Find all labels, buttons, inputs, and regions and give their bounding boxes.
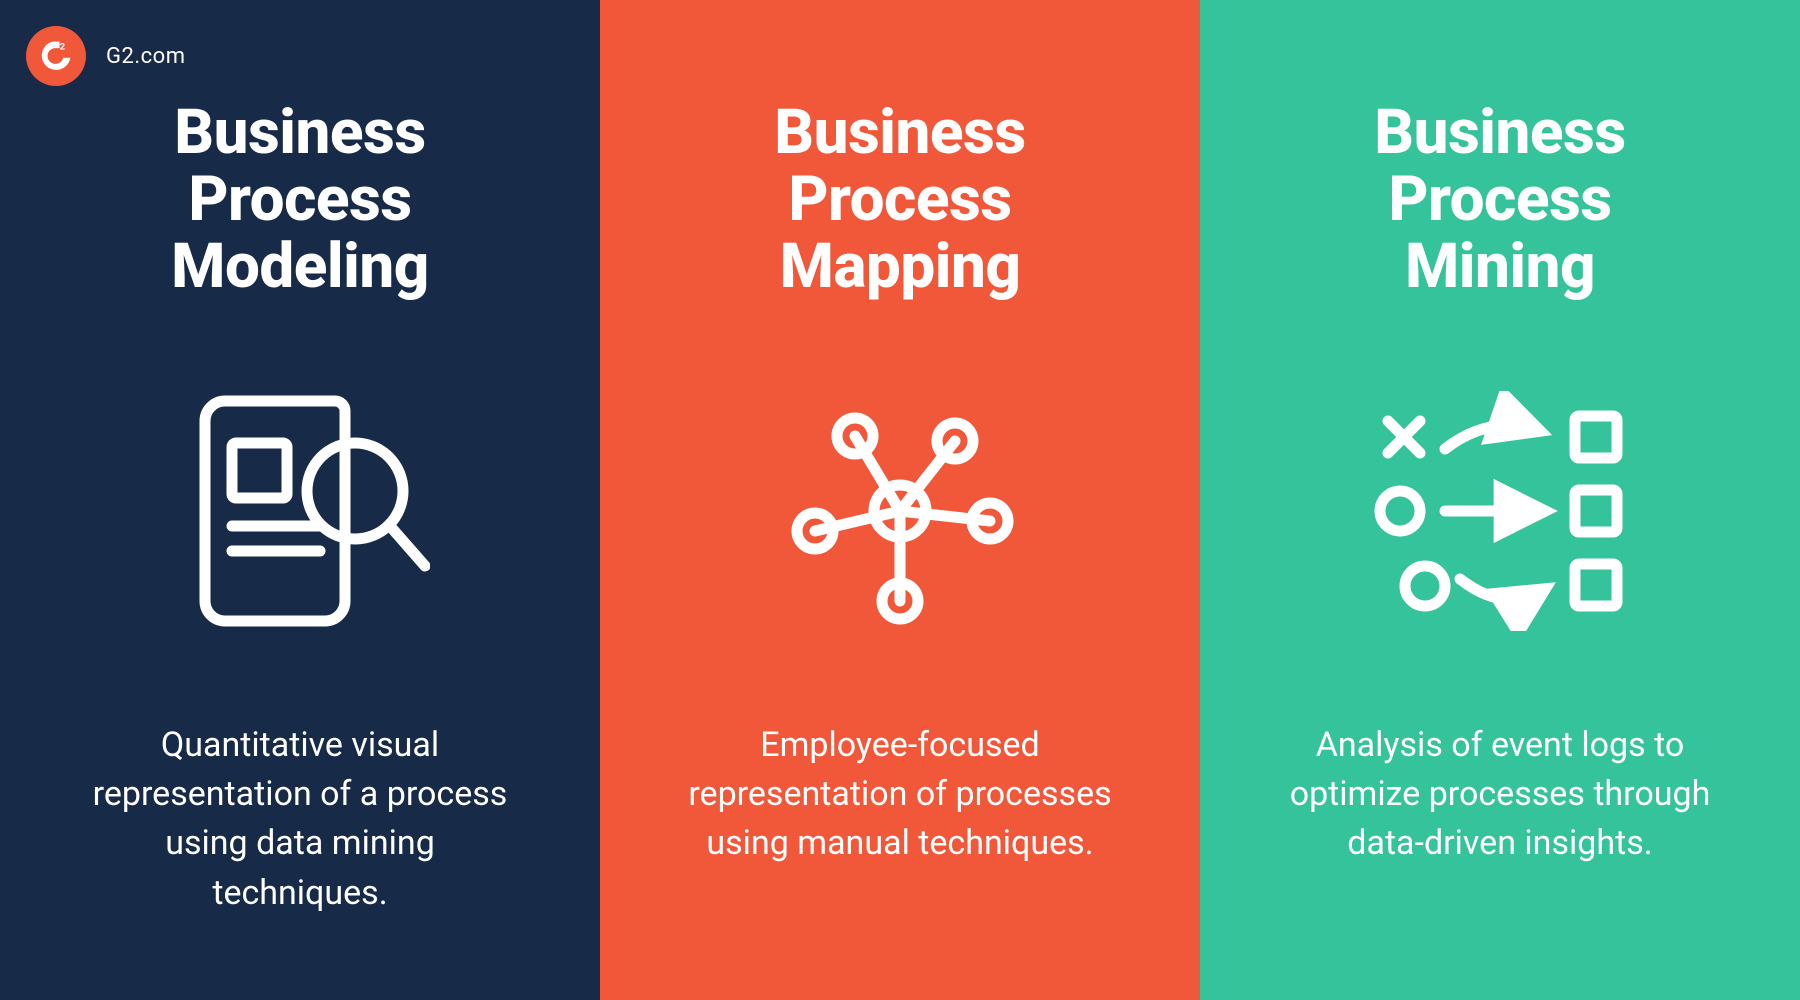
g2-logo-icon: 2 [26,26,86,86]
infographic-canvas: 2 G2.com Business Process Modeling Quant… [0,0,1800,1000]
column-title-mapping: Business Process Mapping [774,100,1025,301]
column-desc-modeling: Quantitative visual representation of a … [80,721,520,918]
column-desc-mapping: Employee-focused representation of proce… [680,721,1120,869]
title-line: Process [1388,163,1611,236]
title-line: Mapping [780,230,1021,303]
flow-mining-icon [1360,371,1640,651]
column-mining: Business Process Mining [1200,0,1800,1000]
document-magnify-icon [170,371,430,651]
column-modeling: Business Process Modeling Quantitative v… [0,0,600,1000]
column-mapping: Business Process Mapping Empl [600,0,1200,1000]
brand-site-label: G2.com [106,44,186,69]
svg-text:2: 2 [60,42,66,53]
brand-block: 2 G2.com [26,26,186,86]
column-title-modeling: Business Process Modeling [171,100,429,301]
title-line: Business [174,96,425,169]
network-nodes-icon [780,371,1020,651]
title-line: Modeling [171,230,429,303]
title-line: Business [774,96,1025,169]
title-line: Process [788,163,1011,236]
column-title-mining: Business Process Mining [1374,100,1625,301]
title-line: Process [188,163,411,236]
title-line: Business [1374,96,1625,169]
column-desc-mining: Analysis of event logs to optimize proce… [1280,721,1720,869]
title-line: Mining [1405,230,1595,303]
